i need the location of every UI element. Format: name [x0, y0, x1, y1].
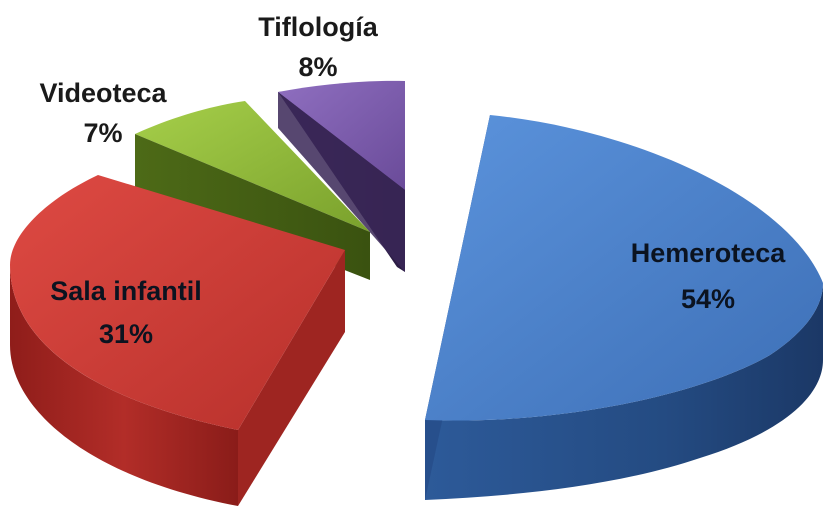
slice-hemeroteca — [425, 115, 823, 500]
slice-hemeroteca-side — [425, 283, 823, 500]
slice-hemeroteca-top — [425, 115, 823, 421]
label-tiflologia: Tiflología — [258, 12, 378, 42]
slice-videoteca-top — [135, 101, 370, 232]
label-videoteca: Videoteca — [39, 78, 167, 108]
value-sala-infantil: 31% — [99, 319, 153, 349]
value-tiflologia: 8% — [298, 52, 337, 82]
slice-sala-infantil — [10, 175, 345, 506]
value-videoteca: 7% — [83, 118, 122, 148]
slice-tiflologia-front — [278, 92, 405, 272]
slice-tiflologia — [278, 80, 405, 272]
slice-tiflologia-top — [278, 80, 405, 190]
slice-sala-infantil-side — [10, 265, 238, 506]
slice-sala-infantil-cut — [238, 250, 345, 506]
slice-sala-infantil-top — [10, 175, 345, 430]
label-hemeroteca: Hemeroteca — [631, 238, 787, 268]
value-hemeroteca: 54% — [681, 284, 735, 314]
label-sala-infantil: Sala infantil — [50, 276, 202, 306]
